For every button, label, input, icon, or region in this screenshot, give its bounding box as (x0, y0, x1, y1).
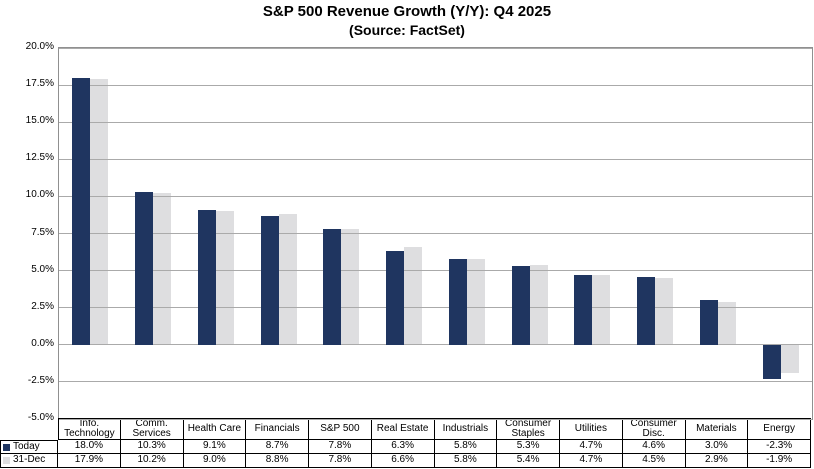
table-header-cell: Industrials (434, 418, 498, 440)
y-axis-label: 10.0% (25, 189, 54, 201)
y-axis-label: 20.0% (25, 41, 54, 52)
gridline (59, 344, 812, 346)
table-value-cell: 9.1% (183, 440, 247, 454)
bar-today (386, 251, 405, 345)
table-value-cell: 10.2% (120, 454, 184, 468)
bar-31-dec (655, 278, 674, 345)
table-header-cell: Energy (748, 418, 811, 440)
bar-today (323, 229, 342, 345)
chart-title: S&P 500 Revenue Growth (Y/Y): Q4 2025 (262, 3, 552, 20)
gridline (59, 307, 812, 309)
table-value-cell: 7.8% (309, 440, 372, 454)
y-axis-label: 2.5% (31, 300, 54, 312)
legend-label: Today (13, 440, 40, 452)
table-value-cell: 8.7% (246, 440, 309, 454)
table-header-cell: Materials (685, 418, 749, 440)
bar-today (762, 344, 781, 379)
table-value-cell: 3.0% (685, 440, 749, 454)
y-axis-label: -2.5% (27, 374, 54, 386)
bar-31-dec (404, 246, 423, 345)
y-axis-label: 0.0% (31, 337, 54, 349)
legend-label: 31-Dec (13, 454, 46, 466)
y-axis-label: 7.5% (31, 226, 54, 238)
table-value-cell: 10.3% (120, 440, 184, 454)
gridline (59, 381, 812, 383)
table-value-cell: -1.9% (748, 454, 811, 468)
y-axis-label: 17.5% (25, 78, 54, 90)
legend-cell: 31-Dec (0, 454, 58, 468)
table-value-cell: 5.8% (434, 440, 498, 454)
legend-swatch-31-dec (3, 457, 10, 464)
gridline (59, 47, 812, 49)
table-value-cell: 4.7% (560, 440, 623, 454)
legend-swatch-today (3, 443, 10, 451)
gridline (59, 158, 812, 160)
table-value-cell: 6.3% (371, 440, 435, 454)
bar-31-dec (341, 229, 360, 345)
bar-today (197, 209, 216, 345)
table-header-cell: Real Estate (371, 418, 435, 440)
bar-today (699, 300, 718, 345)
table-header-cell: Consumer Staples (497, 418, 560, 440)
bar-today (637, 276, 656, 345)
table-value-cell: 5.3% (497, 440, 560, 454)
y-axis-label: 12.5% (25, 152, 54, 164)
bar-31-dec (592, 275, 611, 345)
plot-area (58, 47, 813, 420)
y-axis-labels: 20.0% 17.5% 15.0% 12.5% 10.0% 7.5% 5.0% 2.5% 0.0… (0, 0, 54, 469)
bar-today (72, 77, 91, 345)
table-header-cell: Health Care (183, 418, 247, 440)
table-value-cell: -2.3% (748, 440, 811, 454)
table-header-cell: Financials (246, 418, 309, 440)
table-header-cell: Utilities (560, 418, 623, 440)
bar-31-dec (90, 79, 109, 345)
table-value-cell: 4.6% (622, 440, 686, 454)
table-header-cell: Info. Technology (58, 418, 121, 440)
table-header-cell: Consumer Disc. (622, 418, 686, 440)
table-value-cell: 9.0% (183, 454, 247, 468)
legend-cell: Today (0, 440, 58, 454)
bar-31-dec (278, 214, 297, 345)
table-value-cell: 2.9% (685, 454, 749, 468)
chart-subtitle: (Source: FactSet) (349, 22, 465, 38)
table-value-cell: 4.5% (622, 454, 686, 468)
table-value-cell: 5.8% (434, 454, 498, 468)
bar-today (260, 215, 279, 345)
table-value-cell: 18.0% (58, 440, 121, 454)
table-value-cell: 4.7% (560, 454, 623, 468)
bar-today (511, 266, 530, 345)
table-value-cell: 5.4% (497, 454, 560, 468)
table-header-cell: S&P 500 (309, 418, 372, 440)
table-value-cell: 17.9% (58, 454, 121, 468)
bar-31-dec (466, 258, 485, 345)
bar-today (135, 191, 154, 345)
y-axis-label: -5.0% (27, 412, 54, 423)
gridline (59, 84, 812, 86)
gridline (59, 418, 812, 420)
bar-31-dec (529, 264, 548, 345)
data-table: Info. Technology Comm. Services Health Car… (0, 418, 811, 468)
y-axis-label: 5.0% (31, 263, 54, 275)
bar-today (448, 258, 467, 345)
gridline (59, 270, 812, 272)
y-axis-label: 15.0% (25, 115, 54, 127)
table-header-cell: Comm. Services (120, 418, 184, 440)
bar-31-dec (780, 344, 799, 373)
table-corner-cell (0, 418, 58, 440)
bar-31-dec (153, 193, 172, 345)
gridline (59, 233, 812, 234)
gridline (59, 195, 812, 197)
table-value-cell: 8.8% (246, 454, 309, 468)
bar-31-dec (215, 211, 234, 345)
bar-31-dec (717, 301, 736, 345)
gridline (59, 121, 812, 123)
table-value-cell: 7.8% (309, 454, 372, 468)
table-value-cell: 6.6% (371, 454, 435, 468)
bar-today (574, 275, 593, 345)
